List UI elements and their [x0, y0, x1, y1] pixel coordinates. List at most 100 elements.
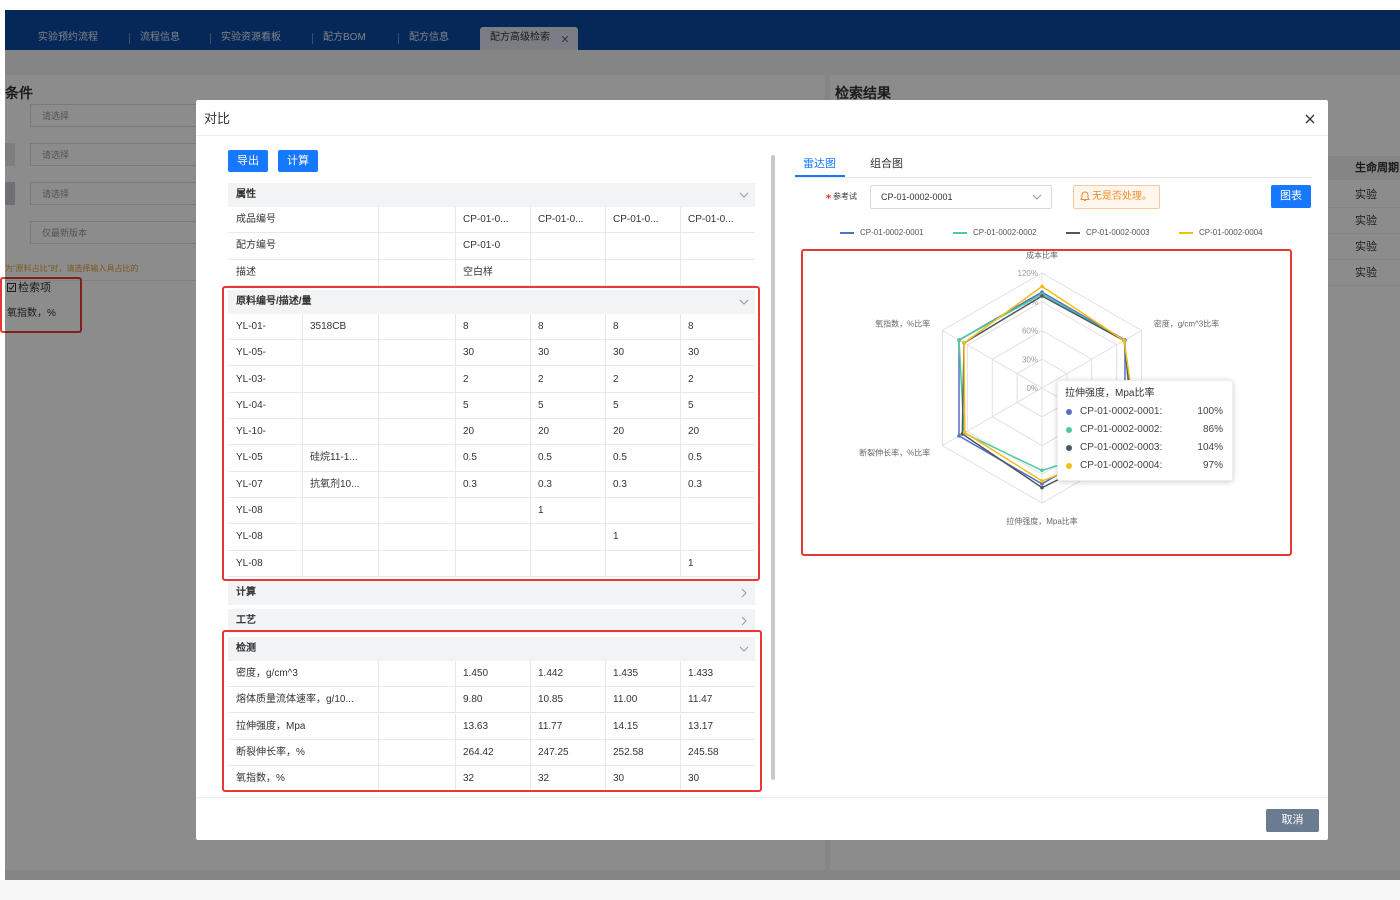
section-header[interactable] [228, 580, 755, 605]
table-cell: 30 [538, 347, 550, 359]
indicator-label: 成本比率 [1026, 250, 1058, 260]
cell-border [530, 207, 531, 234]
section-header[interactable] [228, 608, 755, 633]
legend-label[interactable]: CP-01-0002-0003 [1086, 228, 1150, 237]
table-cell: YL-01- [236, 320, 267, 332]
chevron[interactable] [739, 588, 749, 598]
legend-line[interactable] [1066, 232, 1080, 234]
cell-border [378, 207, 379, 234]
cell-border [530, 366, 531, 393]
table-cell: 配方编号 [236, 240, 276, 252]
table-cell: 5 [613, 399, 619, 411]
toolbar-button[interactable]: 导出 [228, 150, 268, 172]
cell-border [378, 739, 379, 767]
table-row [228, 471, 755, 498]
tab[interactable]: 流程信息 [140, 32, 180, 43]
highlight-box [222, 630, 762, 792]
tab[interactable]: 配方信息 [409, 32, 449, 43]
radar-point [1040, 294, 1044, 298]
section-header[interactable] [228, 636, 755, 661]
close-button[interactable] [1305, 114, 1315, 124]
section-header[interactable] [228, 183, 755, 207]
cell-border [455, 524, 456, 551]
cell-border [605, 524, 606, 551]
cell-border [455, 498, 456, 525]
table-cell: YL-08 [236, 531, 263, 543]
table-cell: 8 [688, 320, 694, 332]
table-row [228, 739, 755, 767]
legend-line[interactable] [953, 232, 967, 234]
legend-label[interactable]: CP-01-0002-0002 [973, 228, 1037, 237]
legend-line[interactable] [1179, 232, 1193, 234]
cell-border [530, 340, 531, 367]
tooltip-dot [1066, 409, 1072, 415]
cell-border [378, 660, 379, 688]
hint: 为“原料占比”时，请选择输入具占比的 [5, 264, 139, 273]
table-cell: YL-10- [236, 426, 267, 438]
select-placeholder: 仅最新版本 [42, 228, 88, 238]
chart-tab-active[interactable]: 雷达图 [803, 158, 836, 170]
legend-label[interactable]: CP-01-0002-0001 [860, 228, 924, 237]
chevron[interactable] [1032, 192, 1042, 202]
cell-border [455, 660, 456, 688]
cancel-button[interactable]: 取消 [1266, 809, 1319, 832]
tab-close[interactable] [562, 36, 568, 42]
legend-label[interactable]: CP-01-0002-0004 [1199, 228, 1263, 237]
radar-point [1040, 479, 1044, 483]
tab-active[interactable]: 配方高级检索 [490, 32, 550, 43]
table-cell: CP-01-0... [463, 214, 509, 225]
cell-border [378, 498, 379, 525]
panel-title: 条件 [5, 85, 33, 101]
chevron[interactable] [739, 190, 749, 200]
chart-button[interactable]: 图表 [1271, 185, 1311, 208]
tab-separator [398, 33, 399, 44]
cell-border [455, 392, 456, 420]
r-tick-label: 120% [1018, 269, 1038, 278]
chart-tab[interactable]: 组合图 [870, 158, 903, 170]
cell-border [455, 766, 456, 793]
tab[interactable]: 实验资源看板 [221, 32, 281, 43]
radar-point [1040, 482, 1044, 486]
chevron[interactable] [739, 616, 749, 626]
cell-border [378, 340, 379, 367]
table-cell: 2 [463, 373, 469, 385]
cell-border [530, 445, 531, 472]
select[interactable] [870, 185, 1052, 209]
cell-border [680, 498, 681, 525]
table-row [228, 313, 755, 341]
panel-title: 检索结果 [835, 85, 891, 101]
cell-border [530, 550, 531, 577]
table-cell: 5 [538, 399, 544, 411]
table-cell: YL-08 [236, 505, 263, 516]
cell-border [302, 419, 303, 446]
section-title: 检测 [236, 642, 256, 654]
table-cell: 5 [688, 399, 694, 411]
cell: 实验 [1355, 267, 1377, 279]
table-cell: 10.85 [538, 694, 564, 706]
tab[interactable]: 配方BOM [323, 32, 366, 43]
cell-border [680, 739, 681, 767]
table-row [228, 419, 755, 446]
r-tick-label: 30% [1022, 355, 1038, 364]
cell-border [680, 550, 681, 577]
scrollbar[interactable] [771, 155, 775, 780]
section-header[interactable] [228, 289, 755, 314]
toolbar-button[interactable]: 计算 [278, 150, 318, 172]
cell-border [605, 259, 606, 286]
table-cell: 硅烷11-1... [310, 452, 358, 464]
legend-line[interactable] [840, 232, 854, 234]
select-value: CP-01-0002-0001 [881, 192, 953, 202]
table-row [228, 233, 755, 260]
required-mark [826, 194, 831, 199]
table-cell: 3518CB [310, 320, 347, 332]
bell-icon [1080, 191, 1090, 201]
cell-border [302, 366, 303, 393]
cell-border [378, 366, 379, 393]
field-label: 参考试 [833, 192, 857, 201]
cell-border [378, 713, 379, 740]
chevron[interactable] [739, 297, 749, 307]
chevron[interactable] [739, 644, 749, 654]
table-row [228, 766, 755, 793]
table-row [228, 259, 755, 286]
tab[interactable]: 实验预约流程 [38, 32, 98, 43]
